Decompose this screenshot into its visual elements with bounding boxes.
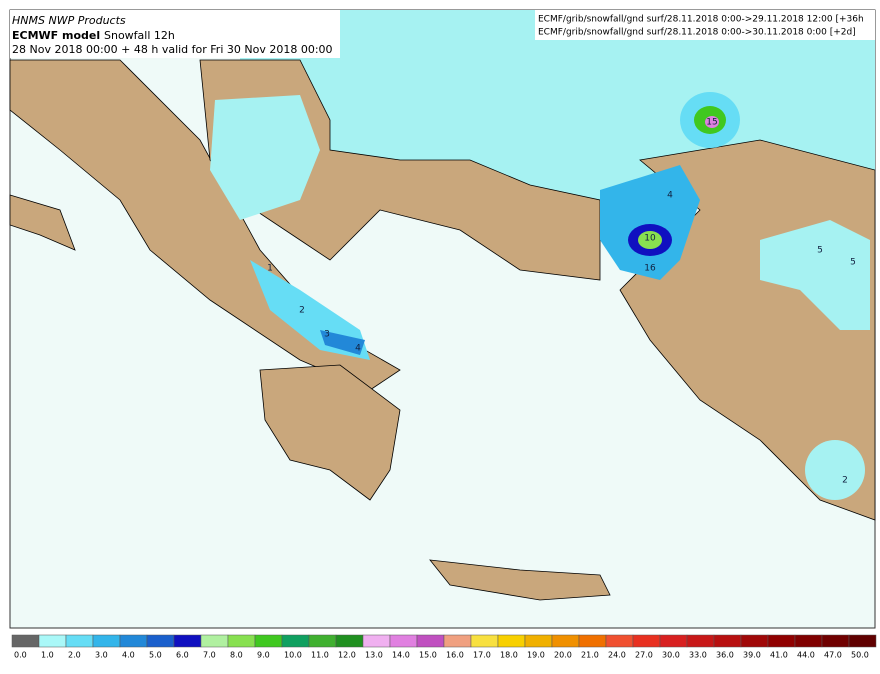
header-run: 28 Nov 2018 00:00 + 48 h valid for Fri 3… [12, 43, 333, 56]
colorbar-label: 11.0 [311, 651, 329, 660]
colorbar-label: 20.0 [554, 651, 572, 660]
contour-label: 10 [644, 234, 656, 244]
snow-area [705, 116, 719, 128]
map [9, 9, 876, 629]
colorbar-swatch [11, 634, 40, 648]
colorbar-swatch [308, 634, 337, 648]
colorbar-swatch [227, 634, 256, 648]
contour-label: 15 [706, 118, 717, 128]
contour-label: 2 [299, 306, 305, 316]
colorbar-label: 14.0 [392, 651, 410, 660]
contour-label: 1 [267, 264, 273, 274]
colorbar-label: 19.0 [527, 651, 545, 660]
colorbar-label: 47.0 [824, 651, 842, 660]
colorbar-swatch [497, 634, 526, 648]
colorbar-swatch [92, 634, 121, 648]
land-crete [429, 559, 611, 601]
colorbar-swatch [38, 634, 67, 648]
colorbar-swatch [335, 634, 364, 648]
contour-label: 2 [842, 476, 848, 486]
colorbar-label: 0.0 [14, 651, 27, 660]
snow-area [760, 220, 870, 330]
colorbar: 0.0 1.0 2.0 3.0 4.0 5.0 6.0 7.0 8.0 9.0 10.0 11.0 12… [11, 634, 877, 660]
colorbar-swatch [254, 634, 283, 648]
colorbar-swatch [551, 634, 580, 648]
colorbar-label: 9.0 [257, 651, 270, 660]
snow-area [638, 231, 662, 249]
colorbar-swatch [659, 634, 688, 648]
colorbar-swatch [713, 634, 742, 648]
colorbar-swatch [632, 634, 661, 648]
colorbar-swatch [173, 634, 202, 648]
colorbar-swatch [362, 634, 391, 648]
colorbar-swatch [443, 634, 472, 648]
colorbar-swatch [389, 634, 418, 648]
colorbar-label: 16.0 [446, 651, 464, 660]
contour-label: 5 [817, 246, 823, 256]
colorbar-label: 8.0 [230, 651, 243, 660]
colorbar-swatch [281, 634, 310, 648]
colorbar-label: 27.0 [635, 651, 653, 660]
colorbar-label: 15.0 [419, 651, 437, 660]
colorbar-swatch [416, 634, 445, 648]
header-product: Snowfall 12h [104, 29, 175, 42]
source-line: ECMF/grib/snowfall/gnd surf/28.11.2018 0… [538, 15, 864, 25]
colorbar-swatch [740, 634, 769, 648]
colorbar-label: 36.0 [716, 651, 734, 660]
colorbar-label: 4.0 [122, 651, 135, 660]
colorbar-swatch [794, 634, 823, 648]
colorbar-swatch [524, 634, 553, 648]
colorbar-label: 7.0 [203, 651, 216, 660]
snow-area [600, 165, 700, 280]
land-italy [9, 194, 76, 251]
colorbar-swatch [470, 634, 499, 648]
colorbar-label: 30.0 [662, 651, 680, 660]
colorbar-label: 33.0 [689, 651, 707, 660]
header-box [10, 10, 340, 58]
colorbar-swatch [605, 634, 634, 648]
header-title: HNMS NWP Products [12, 14, 126, 27]
colorbar-label: 24.0 [608, 651, 626, 660]
colorbar-label: 21.0 [581, 651, 599, 660]
colorbar-swatch [146, 634, 175, 648]
contour-label: 3 [324, 330, 330, 340]
colorbar-swatch [767, 634, 796, 648]
colorbar-swatch [686, 634, 715, 648]
source-box [535, 10, 875, 40]
colorbar-label: 13.0 [365, 651, 383, 660]
colorbar-swatch [821, 634, 850, 648]
colorbar-swatch [200, 634, 229, 648]
snow-area [805, 440, 865, 500]
colorbar-label: 50.0 [851, 651, 869, 660]
colorbar-label: 10.0 [284, 651, 302, 660]
colorbar-label: 17.0 [473, 651, 491, 660]
contour-label: 16 [644, 264, 656, 274]
colorbar-swatch [578, 634, 607, 648]
snow-area [320, 330, 365, 355]
colorbar-label: 44.0 [797, 651, 815, 660]
contour-label: 4 [667, 191, 673, 201]
colorbar-swatch [848, 634, 877, 648]
colorbar-swatch [65, 634, 94, 648]
colorbar-label: 41.0 [770, 651, 788, 660]
land-peloponnese [259, 364, 401, 501]
colorbar-label: 3.0 [95, 651, 108, 660]
colorbar-label: 1.0 [41, 651, 54, 660]
colorbar-swatch [119, 634, 148, 648]
colorbar-label: 18.0 [500, 651, 518, 660]
contour-label: 5 [850, 258, 856, 268]
colorbar-label: 39.0 [743, 651, 761, 660]
colorbar-label: 12.0 [338, 651, 356, 660]
colorbar-label: 6.0 [176, 651, 189, 660]
contour-labels: 1 2 3 4 4 10 16 15 5 5 2 [267, 118, 856, 486]
colorbar-label: 5.0 [149, 651, 162, 660]
snow-area [210, 95, 320, 220]
contour-label: 4 [355, 344, 361, 354]
header-model: ECMWF model [12, 29, 100, 42]
colorbar-label: 2.0 [68, 651, 81, 660]
source-line: ECMF/grib/snowfall/gnd surf/28.11.2018 0… [538, 28, 856, 38]
